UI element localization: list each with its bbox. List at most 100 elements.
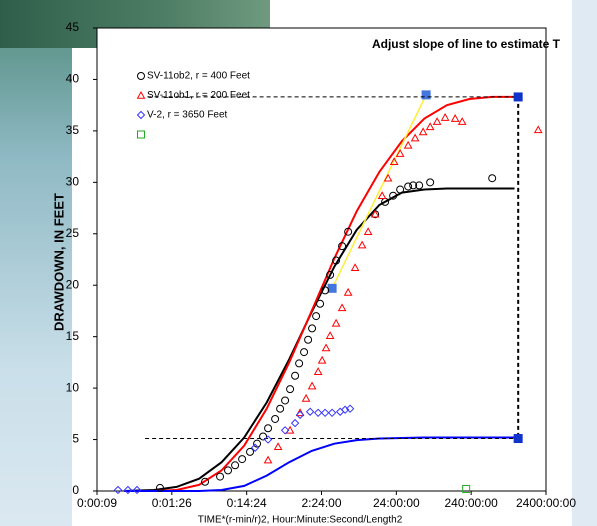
point	[440, 112, 450, 121]
point	[421, 90, 431, 100]
y-tick-label: 45	[66, 20, 80, 34]
point	[250, 443, 260, 452]
point	[295, 410, 305, 420]
point	[308, 324, 317, 333]
point	[281, 396, 290, 405]
point	[280, 426, 290, 435]
point	[263, 455, 273, 464]
point	[357, 240, 367, 249]
point	[343, 287, 353, 296]
point	[290, 418, 300, 428]
point	[370, 209, 380, 218]
point	[344, 227, 353, 236]
point	[389, 157, 399, 166]
point	[450, 114, 460, 122]
point	[410, 133, 420, 142]
point	[307, 381, 317, 390]
legend-marker	[136, 110, 146, 120]
y-axis-label: DRAWDOWN, IN FEET	[51, 193, 66, 331]
point	[404, 182, 413, 191]
background-left	[0, 0, 72, 526]
point	[488, 174, 497, 183]
point	[426, 178, 435, 187]
fit-line	[124, 187, 515, 492]
point	[231, 461, 240, 470]
x-tick-label: 0:14:24	[227, 496, 267, 510]
point	[327, 283, 337, 293]
point	[415, 181, 424, 190]
point	[337, 303, 347, 312]
point	[305, 407, 315, 416]
point	[325, 331, 335, 339]
legend-label: SV-11ob1, r = 200 Feet	[147, 90, 250, 101]
y-tick-label: 20	[66, 277, 80, 291]
y-tick-label: 10	[66, 380, 80, 394]
x-axis-label: TIME*(r-min/r)2, Hour:Minute:Second/Leng…	[198, 515, 403, 526]
point	[216, 472, 225, 481]
point	[291, 371, 300, 380]
fit-line	[331, 94, 427, 289]
fit-line	[124, 436, 515, 492]
point	[253, 439, 262, 448]
point	[313, 367, 323, 375]
point	[462, 484, 471, 493]
point	[425, 122, 435, 131]
point	[338, 242, 347, 251]
point	[263, 435, 273, 444]
point	[201, 477, 210, 486]
point	[331, 318, 341, 327]
point	[317, 355, 327, 364]
point	[276, 404, 285, 413]
y-tick-label: 15	[66, 329, 80, 343]
point	[326, 270, 335, 279]
y-tick-label: 5	[72, 432, 79, 446]
point	[155, 483, 164, 492]
point	[123, 485, 133, 495]
point	[286, 385, 295, 394]
x-tick-label: 240:00:00	[444, 496, 498, 510]
point	[383, 173, 393, 182]
y-tick-label: 30	[66, 175, 80, 189]
point	[273, 442, 283, 451]
point	[271, 414, 280, 423]
point	[312, 312, 321, 321]
point	[316, 299, 325, 308]
point	[418, 127, 428, 136]
legend-marker	[136, 90, 146, 99]
point	[264, 424, 273, 433]
point	[321, 286, 330, 295]
point	[363, 227, 373, 236]
x-tick-label: 2:24:00	[301, 496, 341, 510]
point	[513, 434, 523, 444]
point	[350, 263, 360, 272]
point	[321, 343, 331, 352]
point	[345, 404, 355, 413]
point	[300, 348, 309, 357]
point	[340, 405, 350, 414]
point	[224, 466, 233, 475]
point	[304, 335, 313, 344]
x-tick-label: 24:00:00	[373, 496, 420, 510]
y-tick-label: 40	[66, 72, 80, 86]
point	[246, 447, 255, 456]
point	[113, 485, 123, 495]
y-tick-label: 0	[72, 483, 79, 497]
point	[295, 359, 304, 368]
point	[403, 140, 413, 149]
point	[238, 455, 247, 464]
x-tick-label: 0:00:09	[77, 496, 117, 510]
legend-label: V-2, r = 3650 Feet	[147, 110, 228, 121]
point	[327, 408, 337, 418]
point	[313, 408, 323, 418]
annotation: Adjust slope of line to estimate T	[372, 37, 561, 51]
point	[377, 191, 387, 200]
point	[513, 92, 523, 102]
point	[409, 181, 418, 190]
y-tick-label: 35	[66, 123, 80, 137]
point	[389, 191, 398, 200]
x-tick-label: 0:01:26	[152, 496, 192, 510]
point	[396, 185, 405, 194]
legend-marker	[137, 130, 145, 139]
